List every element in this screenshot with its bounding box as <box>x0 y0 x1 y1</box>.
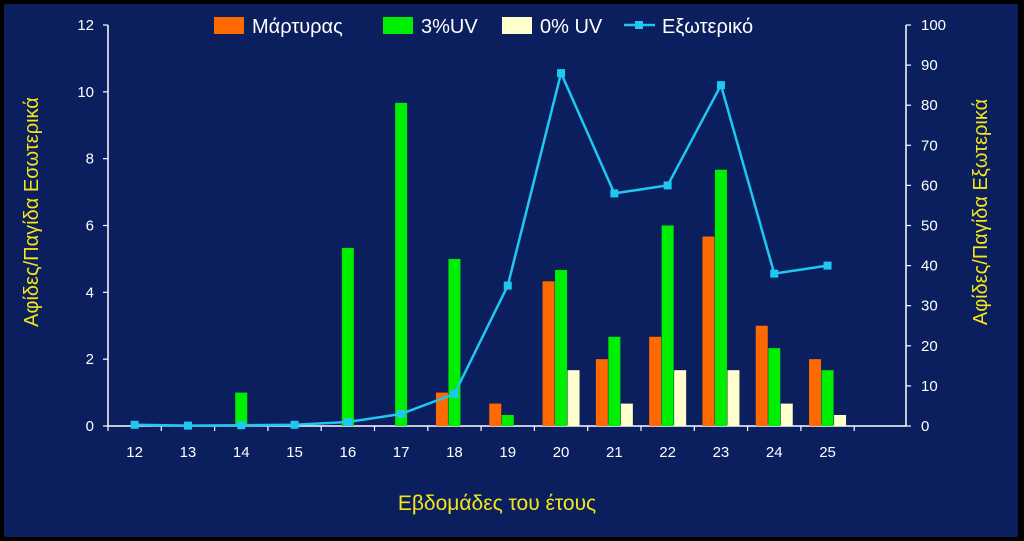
y-tick-label: 4 <box>86 284 94 301</box>
y-tick-label: 10 <box>77 84 94 101</box>
bar-3uv-22 <box>661 225 674 426</box>
y2-tick-label: 100 <box>921 17 946 34</box>
y2-tick-label: 30 <box>921 298 938 315</box>
bar-3uv-20 <box>555 269 568 426</box>
point-exoteriko-19 <box>503 281 512 290</box>
x-tick-label: 23 <box>713 444 730 461</box>
point-exoteriko-14 <box>237 421 246 430</box>
point-exoteriko-22 <box>663 181 672 190</box>
bar-3uv-19 <box>501 414 514 426</box>
y2-tick-label: 10 <box>921 378 938 395</box>
point-exoteriko-17 <box>397 409 406 418</box>
x-tick-label: 14 <box>233 444 250 461</box>
point-exoteriko-25 <box>823 261 832 270</box>
y2-axis-title: Αφίδες/Παγίδα Εξωτερικά <box>970 99 992 325</box>
x-tick-label: 18 <box>446 444 463 461</box>
y-tick-label: 6 <box>86 218 94 235</box>
point-exoteriko-16 <box>343 417 352 426</box>
bar-0uv-24 <box>780 403 793 426</box>
point-exoteriko-15 <box>290 420 299 429</box>
x-axis-title: Εβδομάδες του έτους <box>398 492 596 515</box>
bar-3uv-24 <box>768 348 781 426</box>
bar-3uv-16 <box>341 247 354 426</box>
x-tick-label: 13 <box>180 444 197 461</box>
x-tick-label: 16 <box>340 444 357 461</box>
legend-marker-swatch <box>635 21 643 29</box>
point-exoteriko-24 <box>770 269 779 278</box>
bar-3uv-14 <box>235 392 248 426</box>
y-tick-label: 0 <box>86 418 94 435</box>
bar-0uv-22 <box>674 370 687 426</box>
bar-0uv-25 <box>834 414 847 426</box>
bar-μάρτυρας-25 <box>809 359 822 426</box>
legend-label-0: Μάρτυρας <box>252 16 343 38</box>
y2-tick-label: 20 <box>921 338 938 355</box>
bar-3uv-25 <box>821 370 834 426</box>
legend-label-1: 3%UV <box>421 16 478 38</box>
x-tick-label: 12 <box>126 444 143 461</box>
bar-3uv-21 <box>608 336 621 426</box>
point-exoteriko-12 <box>130 420 139 429</box>
point-exoteriko-21 <box>610 189 619 198</box>
bar-μάρτυρας-22 <box>649 336 662 426</box>
y-tick-label: 8 <box>86 151 94 168</box>
line-exoteriko <box>134 69 828 427</box>
y2-tick-label: 60 <box>921 177 938 194</box>
bar-μάρτυρας-23 <box>702 236 715 426</box>
y2-tick-label: 80 <box>921 97 938 114</box>
bar-0uv-20 <box>567 370 580 426</box>
bar-μάρτυρας-24 <box>755 325 768 426</box>
y-tick-label: 2 <box>86 351 94 368</box>
point-exoteriko-18 <box>450 389 459 398</box>
y-tick-label: 12 <box>77 17 94 34</box>
bar-μάρτυρας-19 <box>489 403 502 426</box>
bar-3uv-18 <box>448 258 461 426</box>
x-tick-label: 25 <box>819 444 836 461</box>
bar-3uv-23 <box>714 169 727 427</box>
x-tick-label: 19 <box>499 444 516 461</box>
legend-label-3: Εξωτερικό <box>662 16 753 38</box>
legend-swatch-2 <box>502 17 532 34</box>
point-exoteriko-20 <box>557 69 566 78</box>
bar-0uv-21 <box>620 403 633 426</box>
y2-tick-label: 90 <box>921 57 938 74</box>
y2-tick-label: 70 <box>921 137 938 154</box>
y2-tick-label: 0 <box>921 418 929 435</box>
x-tick-label: 17 <box>393 444 410 461</box>
x-tick-label: 22 <box>659 444 676 461</box>
y2-tick-label: 40 <box>921 258 938 275</box>
bar-0uv-23 <box>727 370 740 426</box>
x-tick-label: 15 <box>286 444 303 461</box>
x-tick-label: 20 <box>553 444 570 461</box>
legend-swatch-1 <box>383 17 413 34</box>
bar-μάρτυρας-20 <box>542 281 555 426</box>
x-tick-label: 24 <box>766 444 783 461</box>
x-tick-label: 21 <box>606 444 623 461</box>
bar-3uv-17 <box>395 102 408 426</box>
legend-label-2: 0% UV <box>540 16 603 38</box>
y2-tick-label: 50 <box>921 218 938 235</box>
point-exoteriko-13 <box>183 421 192 430</box>
y-axis-title: Αφίδες/Παγίδα Εσωτερικά <box>21 97 43 327</box>
bar-μάρτυρας-21 <box>595 359 608 426</box>
point-exoteriko-23 <box>716 81 725 90</box>
legend-swatch-0 <box>214 17 244 34</box>
